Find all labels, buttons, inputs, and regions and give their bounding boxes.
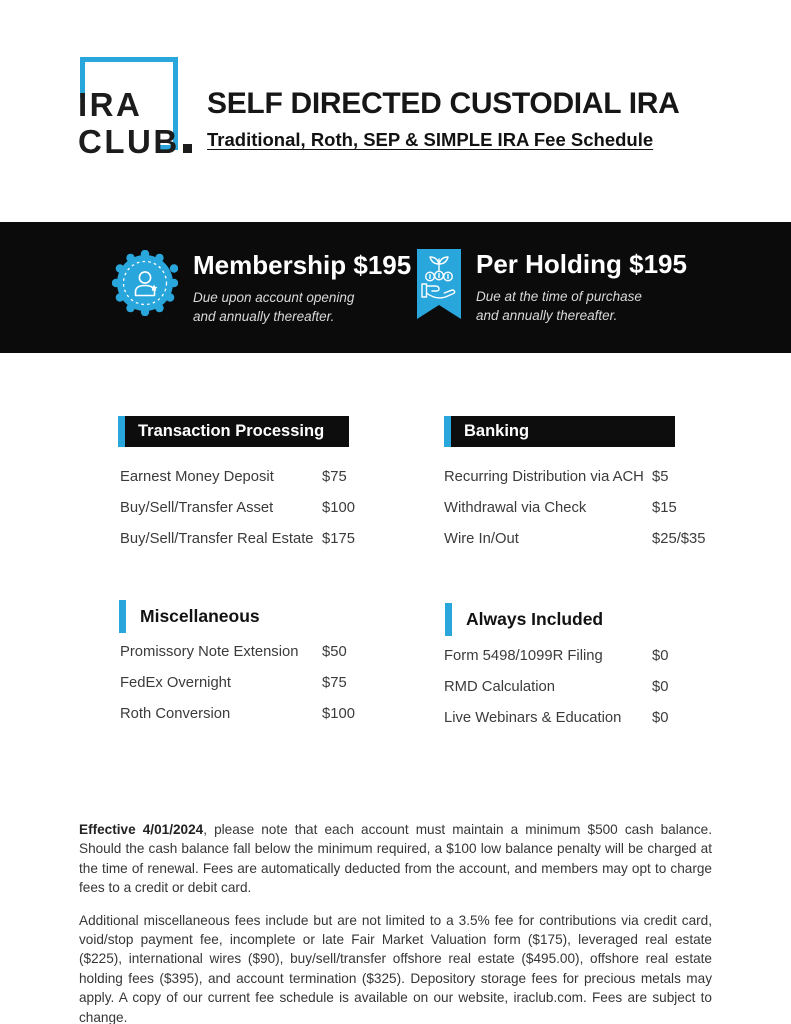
fee-row: Buy/Sell/Transfer Real Estate $175 (120, 531, 420, 547)
fee-row: Roth Conversion $100 (120, 706, 420, 722)
fee-label: Earnest Money Deposit (120, 469, 274, 485)
per-holding-banner-text: Per Holding $195 Due at the time of purc… (476, 249, 687, 325)
logo-square-frame (80, 57, 178, 150)
fee-label: Live Webinars & Education (444, 710, 622, 726)
transaction-processing-rows: Earnest Money Deposit $75 Buy/Sell/Trans… (120, 469, 420, 562)
fee-price: $0 (652, 679, 669, 695)
fee-price: $15 (652, 500, 677, 516)
membership-banner-text: Membership $195 Due upon account opening… (193, 250, 411, 326)
fee-row: FedEx Overnight $75 (120, 675, 420, 691)
fee-price: $0 (652, 710, 669, 726)
membership-title: Membership $195 (193, 250, 412, 280)
always-included-rows: Form 5498/1099R Filing $0 RMD Calculatio… (444, 648, 744, 741)
fee-label: FedEx Overnight (120, 675, 232, 691)
fee-row: Promissory Note Extension $50 (120, 644, 420, 660)
fee-price: $25/$35 (652, 531, 706, 547)
logo-period-mark (182, 144, 192, 153)
fee-row: Form 5498/1099R Filing $0 (444, 648, 744, 664)
fee-label: RMD Calculation (444, 679, 556, 695)
miscellaneous-rows: Promissory Note Extension $50 FedEx Over… (120, 644, 420, 737)
section-header-always-included: Always Included (445, 603, 603, 636)
fee-label: Withdrawal via Check (444, 500, 587, 516)
per-holding-note: Due at the time of purchase and annually… (476, 289, 642, 323)
per-holding-ribbon-icon (417, 249, 461, 321)
fee-row: Live Webinars & Education $0 (444, 710, 744, 726)
fee-label: Roth Conversion (120, 706, 231, 722)
fee-label: Buy/Sell/Transfer Real Estate (120, 531, 314, 547)
fee-price: $100 (322, 706, 355, 722)
per-holding-banner-item: Per Holding $195 Due at the time of purc… (417, 249, 687, 325)
fee-price: $75 (322, 675, 347, 691)
disclaimer-paragraph-2: Additional miscellaneous fees include bu… (79, 912, 712, 1024)
fee-label: Promissory Note Extension (120, 644, 299, 660)
fee-row: Earnest Money Deposit $75 (120, 469, 420, 485)
footer-disclaimers: Effective 4/01/2024, please note that ea… (79, 820, 712, 1024)
pricing-banner: Membership $195 Due upon account opening… (0, 222, 791, 353)
logo-wordmark: IRA CLUB (78, 86, 192, 160)
fee-row: Withdrawal via Check $15 (444, 500, 744, 516)
fee-price: $5 (652, 469, 669, 485)
banking-rows: Recurring Distribution via ACH $5 Withdr… (444, 469, 744, 562)
fee-price: $175 (322, 531, 355, 547)
fee-price: $100 (322, 500, 355, 516)
section-header-banking: Banking (444, 416, 675, 447)
logo-line-2: CLUB (78, 123, 192, 160)
fee-label: Form 5498/1099R Filing (444, 648, 603, 664)
fee-label: Recurring Distribution via ACH (444, 469, 644, 485)
section-header-miscellaneous: Miscellaneous (119, 600, 260, 633)
membership-badge-icon (112, 250, 178, 316)
membership-banner-item: Membership $195 Due upon account opening… (112, 250, 411, 326)
page-title: SELF DIRECTED CUSTODIAL IRA (207, 87, 680, 120)
membership-note: Due upon account opening and annually th… (193, 290, 355, 324)
fee-row: Wire In/Out $25/$35 (444, 531, 744, 547)
fee-price: $50 (322, 644, 347, 660)
fee-row: Recurring Distribution via ACH $5 (444, 469, 744, 485)
fee-label: Buy/Sell/Transfer Asset (120, 500, 274, 516)
fee-price: $0 (652, 648, 669, 664)
fee-row: Buy/Sell/Transfer Asset $100 (120, 500, 420, 516)
disclaimer-paragraph-1: Effective 4/01/2024, please note that ea… (79, 822, 712, 896)
fee-row: RMD Calculation $0 (444, 679, 744, 695)
per-holding-title: Per Holding $195 (476, 249, 687, 279)
fee-price: $75 (322, 469, 347, 485)
logo-line-1: IRA (78, 86, 143, 123)
fee-label: Wire In/Out (444, 531, 519, 547)
section-header-transaction-processing: Transaction Processing (118, 416, 349, 447)
effective-date: Effective 4/01/2024 (79, 822, 204, 837)
page-subtitle: Traditional, Roth, SEP & SIMPLE IRA Fee … (207, 129, 654, 150)
